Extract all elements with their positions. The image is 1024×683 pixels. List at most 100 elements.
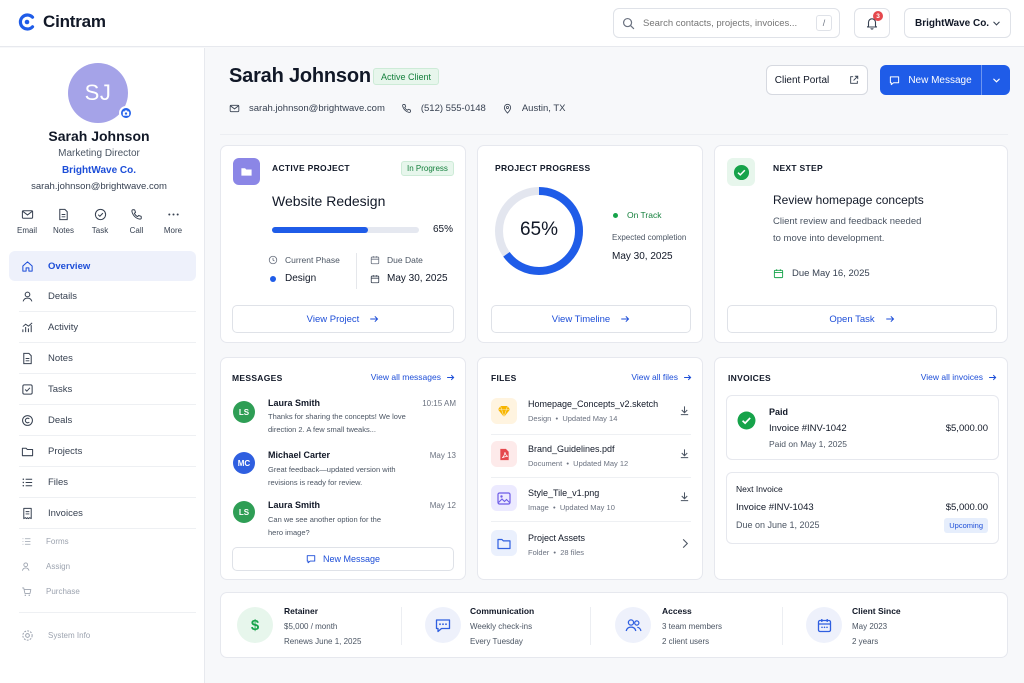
quick-action-task[interactable]: Task: [83, 208, 117, 235]
open-task-button[interactable]: Open Task: [727, 305, 997, 333]
sketch-file-icon: [498, 405, 510, 418]
message-preview-line2: hero image?: [268, 528, 310, 537]
contact-email[interactable]: sarah.johnson@brightwave.com: [229, 103, 385, 114]
download-icon[interactable]: [679, 491, 690, 502]
file-meta: Document • Updated May 12: [528, 459, 629, 468]
list-item[interactable]: LS Laura Smith May 12 Can we see another…: [221, 496, 467, 544]
file-type: Folder: [528, 548, 550, 557]
chevron-right-icon[interactable]: [680, 538, 690, 549]
view-all-messages-link[interactable]: View all messages: [371, 372, 455, 382]
list-item[interactable]: MC Michael Carter May 13 Great feedback—…: [221, 445, 467, 493]
view-all-invoices-link[interactable]: View all invoices: [921, 372, 997, 382]
calendar-icon: [370, 274, 380, 283]
more-dots-icon: [167, 213, 179, 216]
quick-action-notes[interactable]: Notes: [47, 208, 81, 235]
stat-title: Retainer: [284, 606, 319, 616]
sidebar-item-files[interactable]: Files: [9, 467, 196, 497]
sidebar-item-invoices[interactable]: Invoices: [9, 498, 196, 528]
clock-icon: [268, 255, 278, 265]
file-row[interactable]: Style_Tile_v1.png Image • Updated May 10: [478, 480, 704, 520]
deals-icon: [22, 414, 33, 426]
on-track-status: On Track: [613, 210, 661, 220]
stat-title: Access: [662, 606, 692, 616]
list-item[interactable]: LS Laura Smith 10:15 AM Thanks for shari…: [221, 394, 467, 442]
quick-action-email[interactable]: Email: [10, 208, 44, 235]
next-step-title: Review homepage concepts: [773, 193, 924, 207]
location-pin-icon: [503, 103, 511, 114]
stat-divider: [782, 607, 783, 645]
file-name: Homepage_Concepts_v2.sketch: [528, 399, 659, 409]
quick-action-label: Email: [16, 226, 37, 235]
image-file-icon: [497, 491, 511, 505]
project-icon-tile: [233, 158, 260, 185]
new-message-button[interactable]: New Message: [880, 65, 1010, 95]
view-timeline-button[interactable]: View Timeline: [491, 305, 691, 333]
paid-invoice-amount: $5,000.00: [945, 423, 988, 434]
sidebar-item-purchase[interactable]: Purchase: [9, 579, 196, 604]
folder-icon: [497, 538, 511, 549]
due-block: Due Date May 30, 2025: [370, 255, 448, 284]
next-invoice-number: Invoice #INV-1043: [736, 502, 814, 513]
stat-divider: [401, 607, 402, 645]
file-name: Project Assets: [528, 533, 586, 543]
profile-company-link[interactable]: BrightWave Co.: [61, 165, 137, 176]
project-progress-card: PROJECT PROGRESS 65% On Track Expected c…: [477, 145, 703, 343]
contact-location: Austin, TX: [502, 103, 565, 114]
view-project-button[interactable]: View Project: [232, 305, 454, 333]
notifications-button[interactable]: 3: [854, 8, 890, 38]
sidebar-item-overview[interactable]: Overview: [9, 251, 196, 281]
file-row[interactable]: Project Assets Folder • 28 files: [478, 526, 704, 566]
search-input[interactable]: [643, 17, 803, 29]
account-switcher[interactable]: BrightWave Co.: [904, 8, 1011, 38]
sidebar-item-details[interactable]: Details: [9, 281, 196, 311]
avatar[interactable]: SJ: [68, 63, 128, 123]
download-icon[interactable]: [679, 448, 690, 459]
global-search[interactable]: /: [613, 8, 840, 38]
home-icon: [22, 260, 33, 272]
sidebar-item-activity[interactable]: Activity: [9, 312, 196, 342]
next-invoice-amount: $5,000.00: [945, 502, 988, 513]
new-message-dropdown[interactable]: [982, 65, 1010, 95]
sidebar-nav: Overview Details Activity Notes Tasks De…: [9, 251, 196, 648]
app-name: Cintram: [43, 12, 106, 31]
view-all-files-link[interactable]: View all files: [631, 372, 692, 382]
file-row[interactable]: Homepage_Concepts_v2.sketch Design • Upd…: [478, 392, 704, 432]
nav-divider: [19, 404, 196, 405]
nav-divider: [19, 373, 196, 374]
file-type-tile: [491, 485, 517, 511]
account-name: BrightWave Co.: [915, 17, 990, 29]
sidebar-item-forms[interactable]: Forms: [9, 529, 196, 554]
download-icon[interactable]: [679, 405, 690, 416]
sidebar-item-label: Projects: [48, 445, 83, 457]
quick-action-more[interactable]: More: [156, 208, 190, 235]
contact-phone[interactable]: (512) 555-0148: [401, 103, 486, 114]
phase-dot: [270, 275, 276, 282]
new-message-label: New Message: [908, 74, 972, 86]
sidebar-item-system-info[interactable]: System Info: [9, 623, 196, 648]
sidebar-item-assign[interactable]: Assign: [9, 554, 196, 579]
file-updated: Updated May 14: [562, 414, 618, 423]
invoices-label: INVOICES: [728, 373, 772, 383]
sidebar-item-notes[interactable]: Notes: [9, 343, 196, 373]
active-project-label: ACTIVE PROJECT: [272, 163, 350, 173]
sidebar-item-tasks[interactable]: Tasks: [9, 374, 196, 404]
change-photo-button[interactable]: [119, 106, 133, 120]
user-add-icon: [21, 562, 30, 571]
next-invoice-panel[interactable]: Next Invoice Invoice #INV-1043 $5,000.00…: [726, 472, 999, 544]
next-step-card: NEXT STEP Review homepage concepts Clien…: [714, 145, 1008, 343]
file-type-tile: [491, 530, 517, 556]
paid-invoice-panel[interactable]: Paid Invoice #INV-1042 $5,000.00 Paid on…: [726, 395, 999, 460]
new-message-primary[interactable]: New Message: [880, 65, 981, 95]
sidebar-item-projects[interactable]: Projects: [9, 436, 196, 466]
app-logo[interactable]: Cintram: [17, 12, 106, 32]
files-label: FILES: [491, 373, 517, 383]
paid-invoice-date: Paid on May 1, 2025: [769, 439, 847, 449]
file-row[interactable]: Brand_Guidelines.pdf Document • Updated …: [478, 437, 704, 477]
sidebar-item-deals[interactable]: Deals: [9, 405, 196, 435]
sidebar-item-label: Files: [48, 476, 69, 488]
new-message-card-button[interactable]: New Message: [232, 547, 454, 571]
stat-line2: Renews June 1, 2025: [284, 637, 362, 646]
quick-action-call[interactable]: Call: [120, 208, 154, 235]
client-portal-button[interactable]: Client Portal: [766, 65, 868, 95]
list-icon: [22, 478, 33, 486]
